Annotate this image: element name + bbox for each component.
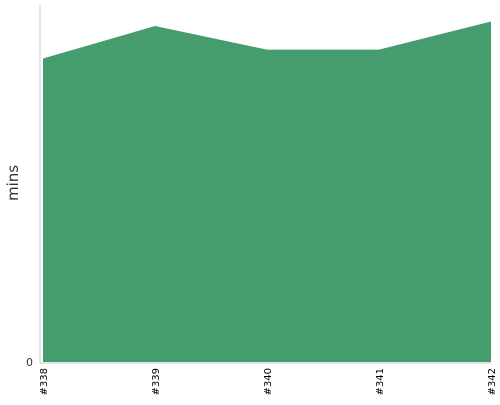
y-tick-label: 0 (26, 356, 33, 369)
x-tick-label: #342 (487, 368, 498, 395)
y-axis-ticks: 0 (26, 356, 33, 369)
area-series-0 (43, 22, 491, 362)
plot-area (43, 22, 491, 362)
x-tick-label: #340 (263, 368, 274, 395)
x-tick-label: #339 (151, 368, 162, 395)
x-tick-label: #341 (375, 368, 386, 395)
y-axis-label: mins (4, 165, 22, 201)
x-tick-label: #338 (39, 368, 50, 395)
x-axis-ticks: #338 #339 #340 #341 #342 (39, 368, 498, 395)
